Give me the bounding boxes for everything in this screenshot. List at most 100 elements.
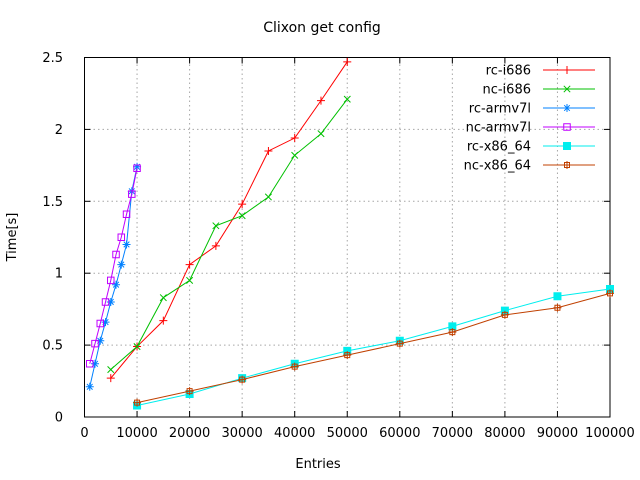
data-point-marker (553, 292, 562, 301)
x-tick-label: 80000 (484, 426, 525, 441)
data-point-marker (107, 365, 115, 374)
y-tick-label: 2 (55, 123, 63, 138)
data-point-marker (159, 294, 167, 302)
data-point-marker (96, 319, 105, 328)
y-tick-label: 1 (55, 267, 63, 282)
legend-sample-marker (563, 85, 571, 93)
data-point-marker (159, 316, 168, 325)
data-point-marker (96, 336, 105, 345)
x-tick-label: 50000 (327, 426, 368, 441)
data-point-marker (606, 289, 614, 298)
y-tick-label: 2.5 (42, 51, 63, 66)
legend-sample-marker (563, 104, 571, 112)
x-tick-labels: 0 10000 20000 30000 40000 50000 60000 70000 8000… (80, 426, 634, 441)
data-point-marker (264, 146, 273, 155)
data-point-marker (395, 339, 404, 348)
data-point-marker (107, 276, 115, 285)
series-line (110, 98, 348, 370)
data-point-marker (553, 303, 562, 312)
data-point-marker (91, 359, 100, 368)
series-line (136, 288, 611, 406)
data-point-marker (316, 96, 325, 105)
x-tick-label: 100000 (585, 426, 635, 441)
data-point-marker (212, 222, 220, 230)
data-point-marker (85, 382, 94, 391)
data-point-marker (343, 351, 352, 360)
y-tick-label: 0.5 (42, 339, 63, 354)
data-point-marker (133, 162, 142, 171)
series-nc-i686 (107, 95, 351, 374)
data-point-marker (343, 57, 352, 66)
data-point-marker (185, 387, 194, 396)
data-point-marker (122, 210, 131, 218)
legend-label: nc-i686 (482, 83, 531, 98)
series-line (136, 292, 611, 404)
series-line (110, 61, 348, 379)
data-point-marker (290, 362, 299, 371)
series-nc-armv7l (86, 164, 141, 368)
x-tick-label: 90000 (537, 426, 578, 441)
legend-label: nc-x86_64 (464, 159, 531, 174)
data-point-marker (264, 193, 272, 201)
data-point-marker (133, 164, 141, 172)
data-point-marker (238, 375, 247, 384)
data-point-marker (91, 339, 99, 348)
legend-sample-marker (563, 161, 571, 169)
series-line (89, 168, 138, 364)
data-point-marker (122, 240, 131, 249)
data-point-marker (238, 200, 247, 209)
grid (84, 57, 611, 418)
x-tick-label: 40000 (274, 426, 315, 441)
data-point-marker (291, 151, 299, 159)
legend-label: rc-armv7l (469, 102, 531, 117)
legend-entry-nc-x86_64: nc-x86_64 (464, 159, 595, 174)
y-axis-label: Time[s] (5, 213, 20, 263)
plot-border (84, 57, 611, 418)
legend-entry-nc-i686: nc-i686 (482, 83, 595, 98)
legend-sample-marker (563, 142, 571, 150)
series-rc-x86_64 (133, 285, 614, 410)
legend-sample-marker (563, 123, 571, 131)
series-nc-x86_64 (133, 289, 614, 407)
legend: rc-i686 nc-i686 rc-armv7l nc-armv7l rc-x86_6… (464, 64, 595, 174)
x-tick-label: 10000 (116, 426, 157, 441)
data-point-marker (211, 241, 220, 250)
data-point-marker (112, 280, 121, 289)
y-tick-labels: 0 0.5 1 1.5 2 2.5 (42, 51, 63, 426)
data-point-marker (106, 374, 115, 383)
legend-sample-marker (563, 66, 571, 74)
data-point-marker (290, 134, 299, 143)
legend-label: rc-i686 (486, 64, 531, 79)
data-point-marker (101, 318, 110, 327)
x-tick-label: 70000 (432, 426, 473, 441)
axis-ticks (84, 57, 611, 418)
data-point-marker (117, 233, 126, 241)
data-point-marker (128, 190, 136, 198)
data-point-marker (101, 298, 110, 306)
data-point-marker (106, 297, 115, 306)
data-point-marker (133, 398, 142, 407)
data-point-marker (238, 212, 246, 220)
legend-label: nc-armv7l (466, 121, 531, 136)
data-point-marker (317, 130, 325, 138)
series-rc-i686 (106, 57, 352, 383)
y-tick-label: 0 (55, 411, 63, 426)
data-point-marker (86, 360, 94, 368)
data-point-marker (448, 322, 457, 331)
chart-generated: 0 10000 20000 30000 40000 50000 60000 70000 8000… (42, 51, 635, 441)
legend-entry-rc-i686: rc-i686 (486, 64, 595, 79)
x-tick-label: 0 (80, 426, 88, 441)
legend-entry-rc-x86_64: rc-x86_64 (467, 140, 595, 155)
data-point-marker (117, 260, 126, 269)
y-tick-label: 1.5 (42, 195, 63, 210)
data-point-marker (500, 310, 509, 319)
chart-title: Clixon get config (263, 20, 381, 36)
legend-label: rc-x86_64 (467, 140, 531, 155)
legend-entry-rc-armv7l: rc-armv7l (469, 102, 595, 117)
x-tick-label: 20000 (169, 426, 210, 441)
series-group (85, 57, 614, 410)
x-tick-label: 60000 (379, 426, 420, 441)
data-point-marker (133, 342, 141, 351)
